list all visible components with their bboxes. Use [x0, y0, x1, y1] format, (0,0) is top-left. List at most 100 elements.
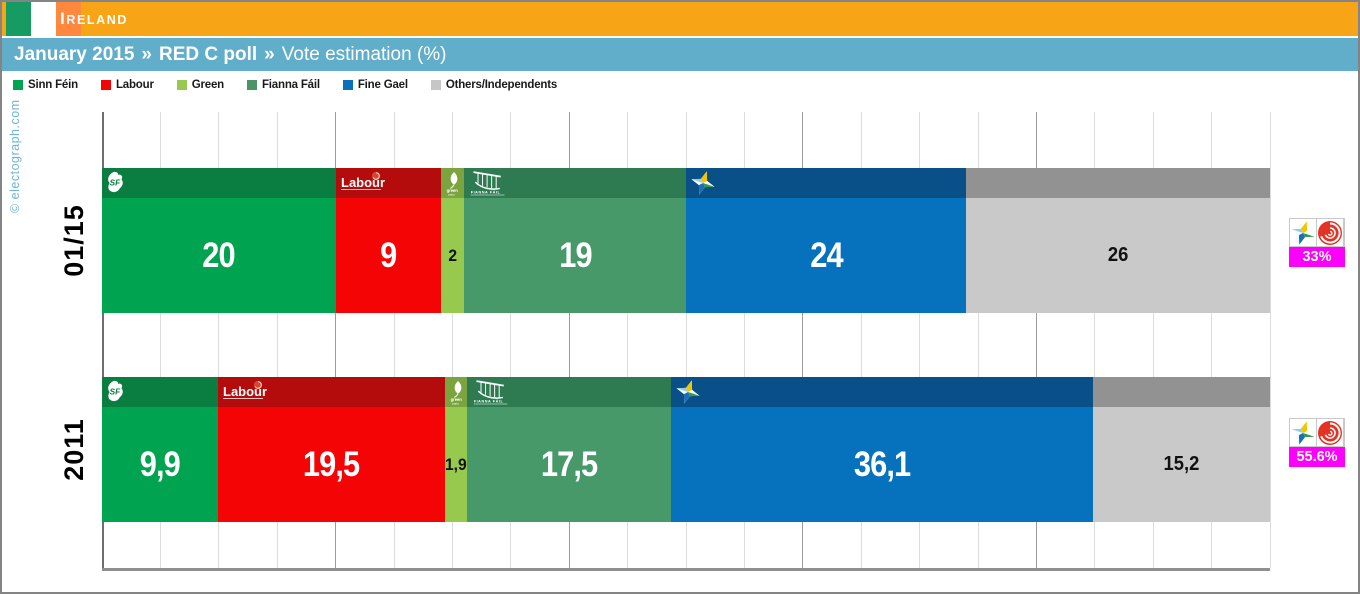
watermark: © electograph.com: [8, 99, 22, 213]
segment-value: 36,1: [853, 444, 911, 484]
bar-segment: 36,1: [671, 377, 1093, 522]
segment-body: 9,9: [102, 407, 218, 522]
bar-segment: FIANNA FÁIL 19: [464, 168, 686, 313]
legend-label: Green: [191, 79, 224, 91]
segment-body: 20: [102, 198, 336, 313]
segment-header: green party: [440, 168, 465, 198]
legend-item: Green: [176, 79, 224, 91]
gridline-45: [627, 112, 629, 568]
segment-header: [966, 168, 1270, 198]
bar-segment: 26: [966, 168, 1270, 313]
row-label-text: 2011: [58, 418, 89, 481]
legend: Sinn Féin Labour Green Fianna Fáil Fine Gael…: [13, 73, 557, 97]
segment-header: FIANNA FÁIL: [464, 168, 686, 198]
bar-segment: green party 2: [440, 168, 465, 313]
gridline-60: [802, 112, 804, 568]
svg-text:green: green: [451, 397, 463, 402]
segment-value: 19,5: [303, 444, 360, 484]
labour-rose-icon: [1317, 219, 1343, 246]
bar-segment: SF 20: [102, 168, 336, 313]
segment-body: 24: [686, 198, 966, 313]
plot-area: SF 20 Labour 9 green party 2 FIANNA FÁIL 19 24 26…: [101, 112, 1271, 571]
bar-segment: green party 1,9: [445, 377, 468, 522]
segment-value: 1,9: [445, 454, 468, 474]
segment-header: SF: [102, 377, 218, 407]
gridline-65: [860, 112, 862, 568]
bar-segment: 15,2: [1092, 377, 1271, 522]
country-header-bar: Ireland: [2, 2, 1358, 36]
gridline-85: [1094, 112, 1096, 568]
segment-header: [671, 377, 1093, 407]
poll-source-label: RED C poll: [159, 43, 258, 65]
segment-value: 20: [202, 235, 236, 275]
segment-header: [685, 168, 967, 198]
legend-item: Sinn Féin: [13, 79, 78, 91]
ireland-flag-icon: [6, 2, 81, 36]
legend-label: Fianna Fáil: [261, 79, 320, 91]
gridline-75: [977, 112, 979, 568]
gridline-50: [685, 112, 687, 568]
poll-date-label: January 2015: [14, 43, 135, 65]
legend-swatch: [176, 80, 187, 90]
segment-body: 36,1: [671, 407, 1092, 522]
row-label-2011: 2011: [54, 377, 94, 522]
green-party-logo: green party: [445, 170, 463, 198]
coalition-logos: [1289, 218, 1345, 247]
gridline-40: [568, 112, 570, 568]
chevron-separator-icon: »: [264, 43, 275, 65]
segment-value: 24: [809, 235, 843, 275]
legend-label: Others/Independents: [445, 79, 558, 91]
labour-logo: Labour: [340, 170, 386, 198]
legend-item: Fine Gael: [342, 79, 408, 91]
gridline-0: [101, 112, 104, 568]
legend-swatch: [100, 80, 111, 90]
gridline-10: [218, 112, 220, 568]
legend-item: Others/Independents: [430, 79, 558, 91]
segment-body: 19: [464, 198, 686, 313]
gridline-25: [393, 112, 395, 568]
row-label-0115: 01/15: [54, 168, 94, 313]
gridline-55: [743, 112, 745, 568]
segment-body: 15,2: [1093, 407, 1270, 522]
gridline-100: [1269, 112, 1271, 568]
segment-value: 9,9: [139, 444, 181, 484]
svg-text:FIANNA FÁIL: FIANNA FÁIL: [471, 189, 501, 194]
stacked-bar-2011: SF 9,9 Labour 19,5 green party 1,9 FIANNA FÁIL…: [102, 377, 1271, 522]
bar-segment: 24: [685, 168, 967, 313]
labour-rose-icon: [1317, 419, 1343, 446]
legend-label: Sinn Féin: [28, 79, 78, 91]
gridline-15: [276, 112, 278, 568]
fine-gael-star-icon: [1290, 419, 1316, 446]
fine-gael-star-icon: [690, 170, 716, 198]
stacked-bar-0115: SF 20 Labour 9 green party 2 FIANNA FÁIL 19 24 26: [102, 168, 1270, 313]
bar-segment: SF 9,9: [102, 377, 218, 522]
segment-header: Labour: [335, 168, 441, 198]
sinn-fein-logo: SF: [106, 170, 126, 198]
gridline-30: [451, 112, 453, 568]
bar-segment: Labour 19,5: [217, 377, 446, 522]
segment-body: 9: [336, 198, 441, 313]
legend-item: Labour: [100, 79, 154, 91]
legend-label: Fine Gael: [357, 79, 408, 91]
svg-text:SF: SF: [110, 388, 121, 397]
row-label-text: 01/15: [58, 204, 89, 277]
gridline-90: [1152, 112, 1154, 568]
chevron-separator-icon: »: [141, 43, 152, 65]
country-title: Ireland: [60, 9, 129, 28]
svg-text:green: green: [446, 188, 458, 193]
gridline-20: [335, 112, 337, 568]
gridline-80: [1035, 112, 1037, 568]
legend-label: Labour: [115, 79, 154, 91]
fianna-fail-logo: FIANNA FÁIL: [471, 379, 511, 407]
segment-header: FIANNA FÁIL: [467, 377, 672, 407]
coalition-badge: 33%: [1289, 218, 1345, 267]
gridline-70: [919, 112, 921, 568]
fine-gael-star-icon: [675, 379, 701, 407]
segment-value: 17,5: [541, 444, 598, 484]
gridline-35: [510, 112, 512, 568]
bar-segment: FIANNA FÁIL 17,5: [467, 377, 672, 522]
fine-gael-star-icon: [1290, 219, 1316, 246]
bar-segment: Labour 9: [335, 168, 441, 313]
green-party-logo: green party: [449, 379, 467, 407]
